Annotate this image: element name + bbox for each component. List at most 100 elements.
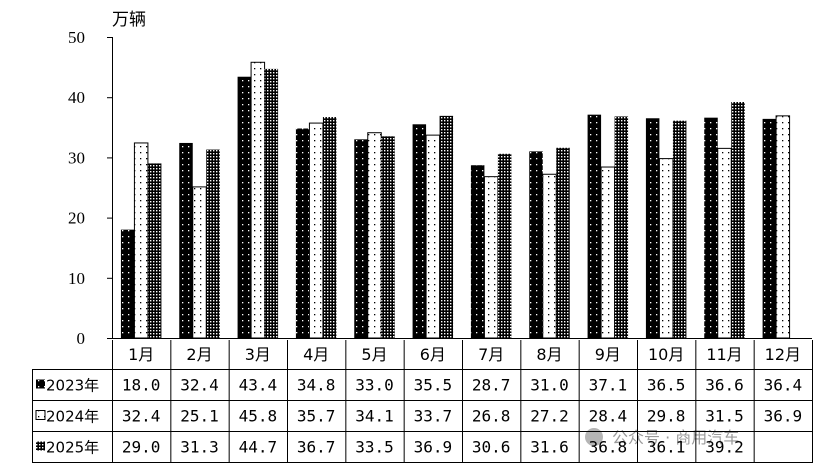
bar-2023年-4月 bbox=[295, 128, 310, 338]
legend-swatch bbox=[35, 410, 46, 420]
table-cell-value: 31.3 bbox=[180, 438, 219, 457]
table-cell-value: 45.8 bbox=[239, 407, 278, 426]
table-cell-value: 36.9 bbox=[414, 438, 453, 457]
bar-2023年-7月 bbox=[470, 165, 485, 338]
data-table-grid bbox=[32, 340, 813, 463]
bar-2023年-8月 bbox=[529, 151, 543, 338]
watermark: 公众号 · 商用汽车 bbox=[585, 428, 739, 447]
x-category-label: 5月 bbox=[361, 345, 387, 364]
y-axis-unit-label: 万辆 bbox=[112, 10, 146, 30]
table-cell-value: 32.4 bbox=[180, 376, 219, 395]
bars bbox=[120, 61, 791, 339]
x-category-label: 3月 bbox=[245, 345, 271, 364]
table-cell-value: 39.2 bbox=[705, 438, 744, 457]
table-cell-value: 31.0 bbox=[530, 376, 569, 395]
bar-2023年-5月 bbox=[354, 139, 368, 338]
x-category-label: 8月 bbox=[536, 345, 562, 364]
wechat-icon bbox=[585, 428, 603, 446]
bar-2024年-2月 bbox=[192, 186, 207, 339]
legend-swatch bbox=[36, 379, 45, 389]
x-category-label: 1月 bbox=[128, 345, 154, 364]
table-cell-value: 26.8 bbox=[472, 407, 511, 426]
bar-2024年-3月 bbox=[250, 61, 266, 339]
table-cell-value: 35.5 bbox=[414, 376, 453, 395]
bar-2024年-11月 bbox=[717, 147, 732, 339]
x-category-label: 11月 bbox=[706, 345, 742, 364]
bar-2025年-7月 bbox=[497, 153, 512, 338]
bar-2023年-3月 bbox=[237, 76, 252, 339]
table-cell-value: 34.8 bbox=[297, 376, 336, 395]
table-cell-value: 25.1 bbox=[180, 407, 219, 426]
x-category-label: 12月 bbox=[765, 345, 801, 364]
bar-2025年-6月 bbox=[439, 115, 454, 338]
table-cell-value: 28.4 bbox=[589, 407, 628, 426]
bar-2023年-6月 bbox=[412, 124, 427, 338]
bar-2025年-2月 bbox=[206, 149, 220, 338]
table-cell-value: 37.1 bbox=[589, 376, 628, 395]
bar-2025年-11月 bbox=[731, 102, 745, 339]
bar-2024年-6月 bbox=[425, 134, 441, 339]
table-cell-value: 33.5 bbox=[355, 438, 394, 457]
table-cell-value: 36.6 bbox=[705, 376, 744, 395]
table-cell-value: 30.6 bbox=[472, 438, 511, 457]
watermark-text: 公众号 · 商用汽车 bbox=[612, 428, 739, 447]
bar-2023年-10月 bbox=[645, 118, 660, 339]
legend-label: 2023年 bbox=[46, 377, 99, 395]
table-cell-value: 31.6 bbox=[530, 438, 569, 457]
table-cell-value: 35.7 bbox=[297, 407, 336, 426]
bar-2025年-9月 bbox=[614, 116, 629, 339]
table-cell-value: 36.1 bbox=[647, 438, 686, 457]
y-tick-label: 20 bbox=[68, 209, 85, 228]
y-tick-label: 30 bbox=[68, 148, 85, 167]
table-cell-value: 43.4 bbox=[239, 376, 278, 395]
bar-2023年-12月 bbox=[762, 118, 777, 338]
x-category-label: 7月 bbox=[478, 345, 504, 364]
bar-2025年-1月 bbox=[147, 163, 162, 338]
x-category-label: 4月 bbox=[303, 345, 329, 364]
data-table: 1月 2月 3月 4月 5月 6月 7月 8月 9月 10月 11月 12月 2023年 18.0 32.4… bbox=[35, 345, 803, 457]
table-cell-value: 18.0 bbox=[122, 376, 161, 395]
x-category-label: 10月 bbox=[648, 345, 684, 364]
bar-2024年-4月 bbox=[308, 122, 324, 339]
legend-label: 2025年 bbox=[46, 439, 99, 457]
bar-2025年-4月 bbox=[322, 117, 337, 338]
bar-2025年-10月 bbox=[672, 120, 687, 338]
bar-2023年-9月 bbox=[587, 114, 602, 339]
y-tick-label: 50 bbox=[68, 28, 85, 47]
table-cell-value: 34.1 bbox=[355, 407, 394, 426]
table-cell-value: 36.5 bbox=[647, 376, 686, 395]
bar-2024年-5月 bbox=[367, 132, 382, 339]
legend-label: 2024年 bbox=[46, 408, 99, 426]
y-tick-label: 10 bbox=[68, 269, 85, 288]
y-tick-label: 0 bbox=[77, 329, 86, 348]
bar-2024年-9月 bbox=[600, 166, 616, 339]
bar-2024年-1月 bbox=[133, 142, 149, 339]
table-cell-value: 29.8 bbox=[647, 407, 686, 426]
bar-2024年-7月 bbox=[483, 176, 499, 339]
bar-2024年-8月 bbox=[542, 173, 557, 339]
bar-2023年-11月 bbox=[704, 117, 718, 338]
table-cell-value: 28.7 bbox=[472, 376, 511, 395]
table-cell-value: 33.7 bbox=[414, 407, 453, 426]
table-cell-value: 36.8 bbox=[589, 438, 628, 457]
table-cell-value: 29.0 bbox=[122, 438, 161, 457]
bar-2024年-12月 bbox=[775, 115, 791, 339]
bar-2024年-10月 bbox=[658, 158, 674, 339]
table-cell-value: 44.7 bbox=[239, 438, 278, 457]
table-cell-value: 27.2 bbox=[530, 407, 569, 426]
table-cell-value: 36.4 bbox=[764, 376, 803, 395]
bar-2023年-2月 bbox=[179, 142, 193, 338]
bar-2025年-8月 bbox=[556, 147, 570, 338]
y-axis: 0 10 20 30 40 50 bbox=[68, 28, 113, 348]
bar-2023年-1月 bbox=[120, 229, 135, 338]
bar-2025年-5月 bbox=[381, 136, 395, 338]
x-category-label: 2月 bbox=[186, 345, 212, 364]
legend-swatch bbox=[36, 441, 45, 451]
x-category-label: 6月 bbox=[420, 345, 446, 364]
table-cell-value: 32.4 bbox=[122, 407, 161, 426]
table-cell-value: 33.0 bbox=[355, 376, 394, 395]
table-cell-value: 36.9 bbox=[764, 407, 803, 426]
table-cell-value: 36.7 bbox=[297, 438, 336, 457]
table-cell-value: 31.5 bbox=[705, 407, 744, 426]
